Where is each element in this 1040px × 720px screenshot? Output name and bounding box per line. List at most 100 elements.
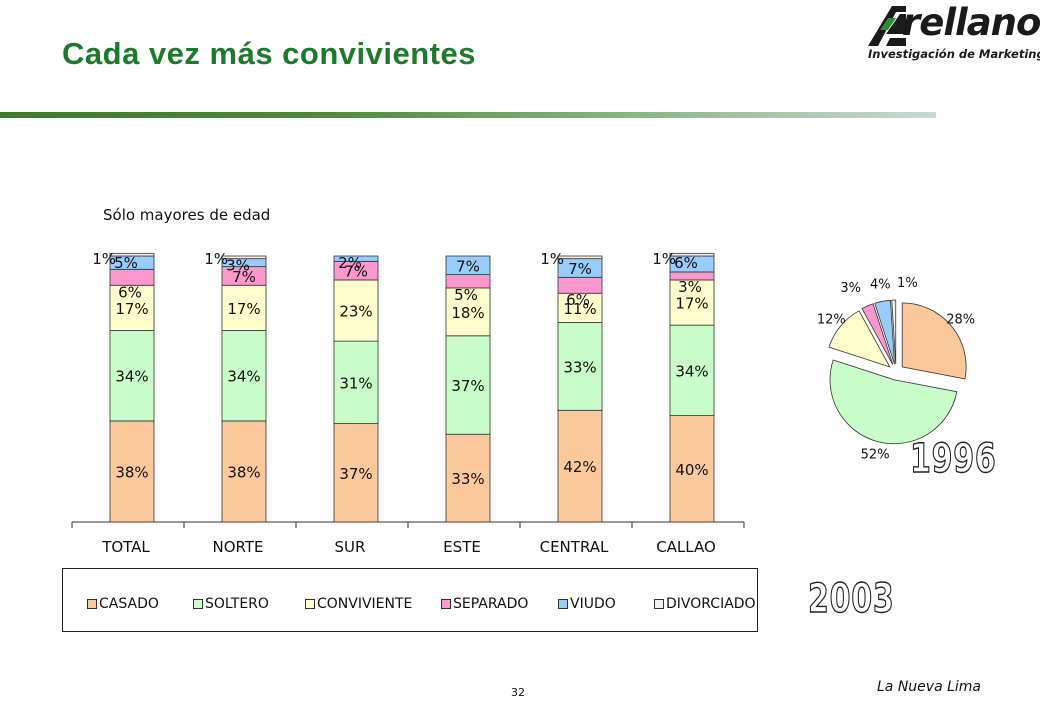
bar-conviviente-norte xyxy=(221,284,267,331)
data-label-casado-callao: 40% xyxy=(675,461,708,479)
category-label-central: CENTRAL xyxy=(540,538,609,556)
data-label-separado-central: 6% xyxy=(566,291,590,309)
company-logo: rellano Investigación de Marketing xyxy=(862,1,1040,66)
data-label-separado-sur: 7% xyxy=(344,263,368,281)
data-label-casado-central: 42% xyxy=(563,458,596,476)
bar-conviviente-callao xyxy=(669,279,715,326)
category-label-este: ESTE xyxy=(443,538,481,556)
data-label-separado-norte: 7% xyxy=(232,268,256,286)
bar-soltero-norte xyxy=(221,330,267,422)
pie-slice-casado xyxy=(901,302,967,380)
data-label-soltero-este: 37% xyxy=(451,377,484,395)
data-label-casado-este: 33% xyxy=(451,470,484,488)
pie-slice-divorciado xyxy=(891,299,897,365)
data-label-viudo-callao: 6% xyxy=(674,254,698,272)
pie-label-casado: 28% xyxy=(946,312,975,327)
year-label-2003: 2003 xyxy=(807,575,895,622)
pie-slice-soltero xyxy=(829,359,958,445)
bar-casado-este xyxy=(445,433,491,523)
data-label-conviviente-central: 11% xyxy=(563,300,596,318)
data-label-separado-total: 6% xyxy=(118,283,142,301)
chart-legend: CASADO SOLTERO CONVIVIENTE SEPARADO VIUD… xyxy=(62,568,758,632)
pie-label-conviviente: 12% xyxy=(817,312,846,327)
data-label-conviviente-callao: 17% xyxy=(675,295,708,313)
legend-label-soltero: SOLTERO xyxy=(205,596,269,612)
legend-item-conviviente: CONVIVIENTE xyxy=(305,596,412,612)
data-label-divorciado-central: 1% xyxy=(540,250,564,268)
data-label-conviviente-norte: 17% xyxy=(227,300,260,318)
pie-label-viudo: 4% xyxy=(870,277,891,292)
data-label-soltero-callao: 34% xyxy=(675,362,708,380)
data-label-viudo-este: 7% xyxy=(456,257,480,275)
bar-divorciado-central xyxy=(557,255,603,260)
bar-viudo-este xyxy=(445,255,491,276)
bar-conviviente-total xyxy=(109,284,155,331)
bar-soltero-total xyxy=(109,330,155,422)
data-label-soltero-norte: 34% xyxy=(227,368,260,386)
legend-swatch-separado xyxy=(441,599,451,609)
data-label-casado-sur: 37% xyxy=(339,465,372,483)
chart-subtitle: Sólo mayores de edad xyxy=(103,206,271,224)
data-label-soltero-total: 34% xyxy=(115,368,148,386)
data-label-divorciado-total: 1% xyxy=(92,250,116,268)
bar-soltero-sur xyxy=(333,340,379,424)
data-label-soltero-sur: 31% xyxy=(339,374,372,392)
logo-tagline: Investigación de Marketing xyxy=(868,47,1040,61)
title-divider xyxy=(0,112,936,118)
legend-swatch-divorciado xyxy=(654,599,664,609)
pie-slice-conviviente xyxy=(828,310,891,368)
slide-title: Cada vez más convivientes xyxy=(62,36,476,71)
data-label-viudo-central: 7% xyxy=(568,260,592,278)
data-label-separado-callao: 3% xyxy=(678,278,702,296)
bar-soltero-callao xyxy=(669,324,715,417)
data-label-conviviente-sur: 23% xyxy=(339,303,372,321)
logo-wordmark: rellano xyxy=(902,1,1040,44)
legend-label-divorciado: DIVORCIADO xyxy=(666,596,756,612)
legend-swatch-viudo xyxy=(558,599,568,609)
legend-item-viudo: VIUDO xyxy=(558,596,616,612)
data-label-viudo-total: 5% xyxy=(114,254,138,272)
data-label-viudo-norte: 3% xyxy=(226,257,250,275)
legend-swatch-casado xyxy=(87,599,97,609)
pie-slice-separado xyxy=(861,303,894,365)
legend-label-viudo: VIUDO xyxy=(570,596,616,612)
year-label-1996: 1996 xyxy=(909,435,997,482)
legend-label-casado: CASADO xyxy=(99,596,159,612)
logo-mark-icon xyxy=(868,6,906,46)
bar-divorciado-norte xyxy=(221,255,267,260)
data-label-conviviente-este: 18% xyxy=(451,304,484,322)
legend-item-divorciado: DIVORCIADO xyxy=(654,596,756,612)
data-label-soltero-central: 33% xyxy=(563,358,596,376)
bar-viudo-sur xyxy=(333,255,379,262)
page-number: 32 xyxy=(511,686,525,699)
legend-item-separado: SEPARADO xyxy=(441,596,528,612)
category-label-callao: CALLAO xyxy=(656,538,716,556)
legend-label-conviviente: CONVIVIENTE xyxy=(317,596,413,612)
pie-label-soltero: 52% xyxy=(861,447,890,462)
bar-casado-sur xyxy=(333,423,379,523)
data-label-divorciado-callao: 1% xyxy=(652,250,676,268)
data-label-conviviente-total: 17% xyxy=(115,300,148,318)
footer-text: La Nueva Lima xyxy=(877,679,982,695)
pie-label-separado: 3% xyxy=(840,281,861,296)
bar-divorciado-total xyxy=(109,252,155,257)
data-label-casado-norte: 38% xyxy=(227,463,260,481)
data-label-casado-total: 38% xyxy=(115,463,148,481)
data-label-divorciado-norte: 1% xyxy=(204,250,228,268)
category-label-norte: NORTE xyxy=(213,538,264,556)
bar-soltero-central xyxy=(557,322,603,411)
bar-casado-norte xyxy=(221,420,267,523)
pie-label-divorciado: 1% xyxy=(897,276,918,291)
bar-conviviente-sur xyxy=(333,279,379,342)
data-label-viudo-sur: 2% xyxy=(338,254,362,272)
bar-casado-callao xyxy=(669,415,715,523)
bar-divorciado-callao xyxy=(669,252,715,257)
legend-item-casado: CASADO xyxy=(87,596,159,612)
legend-swatch-conviviente xyxy=(305,599,315,609)
data-label-separado-este: 5% xyxy=(454,286,478,304)
legend-label-separado: SEPARADO xyxy=(453,596,529,612)
category-label-sur: SUR xyxy=(335,538,366,556)
pie-slice-viudo xyxy=(874,299,895,365)
legend-swatch-soltero xyxy=(193,599,203,609)
